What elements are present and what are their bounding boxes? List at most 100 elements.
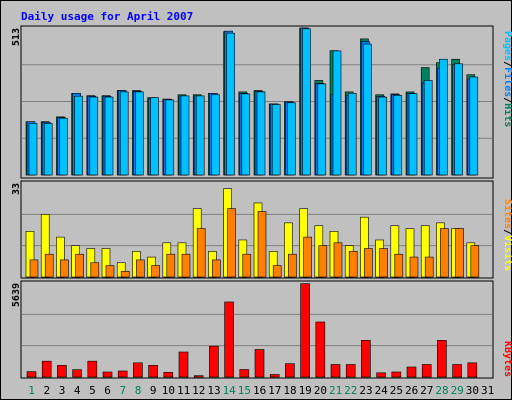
pages-bar [43, 123, 53, 176]
x-tick-label: 22 [344, 384, 357, 397]
sites-bar [227, 208, 236, 278]
pages-bar [211, 94, 220, 176]
bars [25, 27, 480, 378]
x-tick-label: 13 [207, 384, 220, 397]
sites-bar [379, 248, 388, 278]
kbytes-bar [239, 369, 250, 378]
x-tick-label: 15 [238, 384, 251, 397]
legend-kbytes: KBytes [502, 341, 512, 377]
kbytes-bar [330, 364, 341, 378]
top-max-label: 513 [11, 28, 22, 46]
x-tick-label: 21 [329, 384, 342, 397]
x-tick-label: 29 [451, 384, 464, 397]
kbytes-bar [87, 360, 98, 378]
kbytes-bar [57, 365, 67, 378]
sites-bar [181, 253, 191, 278]
kbytes-bar [421, 364, 432, 378]
pages-bar [408, 93, 418, 176]
sites-bar [60, 259, 69, 278]
sites-bar [470, 245, 480, 278]
kbytes-bar [467, 362, 478, 378]
sites-bar [455, 228, 464, 278]
x-tick-label: 27 [420, 384, 433, 397]
chart-title: Daily usage for April 2007 [21, 10, 193, 23]
pages-bar [469, 76, 479, 176]
x-tick-label: 19 [299, 384, 312, 397]
sites-bar [394, 253, 404, 278]
pages-bar [165, 99, 175, 176]
x-tick-label: 10 [162, 384, 175, 397]
kbytes-bar [345, 364, 356, 378]
sites-bar [318, 245, 328, 278]
x-tick-label: 30 [466, 384, 479, 397]
pages-bar [378, 96, 387, 176]
kbytes-bar [193, 375, 204, 378]
kbytes-bar [391, 371, 402, 378]
x-tick-label: 14 [223, 384, 237, 397]
pages-bar [59, 117, 68, 176]
pages-bar [119, 91, 129, 176]
kbytes-bar [285, 363, 295, 378]
sites-bar [288, 253, 297, 278]
legend-middle: Sites/Visits [502, 199, 512, 271]
sites-bar [90, 262, 100, 278]
x-tick-label: 24 [375, 384, 389, 397]
sites-bar [424, 256, 434, 278]
sites-bar [120, 271, 130, 278]
legend-top: Pages/Files/Hits [502, 31, 512, 127]
sites-bar [166, 253, 176, 278]
pages-bar [302, 28, 311, 176]
pages-bar [28, 123, 38, 176]
kbytes-bar [148, 365, 158, 378]
x-tick-label: 8 [135, 384, 142, 397]
sites-bar [333, 242, 343, 278]
x-tick-label: 23 [359, 384, 372, 397]
legend-sites: Sites [502, 199, 512, 229]
x-tick-label: 18 [283, 384, 296, 397]
pages-bar [332, 50, 342, 176]
sites-bar [272, 265, 282, 278]
pages-bar [256, 91, 266, 176]
sites-bar [29, 259, 39, 278]
pages-bar [363, 43, 372, 176]
kbytes-bar [163, 372, 174, 378]
kbytes-bar [102, 371, 113, 378]
kbytes-bar [254, 349, 265, 378]
sites-bar [136, 259, 145, 278]
sites-bar [409, 256, 419, 278]
pages-bar [195, 95, 205, 176]
pages-bar [454, 63, 463, 176]
pages-bar [317, 83, 327, 176]
kbytes-bar [209, 345, 219, 378]
x-tick-label: 2 [43, 384, 50, 397]
pages-bar [241, 93, 251, 176]
legend-files: Files [502, 67, 512, 97]
kbytes-bar [361, 340, 371, 378]
kbytes-bar [178, 351, 189, 378]
sites-bar [75, 253, 84, 278]
x-tick-label: 17 [268, 384, 281, 397]
pages-bar [439, 58, 448, 176]
sites-bar [348, 251, 358, 278]
x-tick-label: 28 [435, 384, 448, 397]
kbytes-bar [315, 321, 326, 378]
kbytes-bar [41, 360, 52, 378]
x-tick-label: 1 [28, 384, 35, 397]
x-tick-label: 12 [192, 384, 205, 397]
legend-pages: Pages [502, 31, 512, 61]
sites-bar [440, 228, 449, 278]
sites-bar [364, 248, 373, 278]
sites-bar [44, 253, 54, 278]
bottom-max-label: 5639 [11, 283, 22, 307]
pages-bar [287, 102, 296, 176]
pages-bar [347, 93, 357, 176]
pages-bar [271, 104, 281, 176]
x-tick-label: 25 [390, 384, 403, 397]
pages-bar [135, 91, 144, 176]
x-tick-label: 4 [74, 384, 81, 397]
x-tick-labels: 1 2 3 4 5 6 7 8 9 10 11 12 13 14 15 16 17 18 19 20 21 22 23 24 2… [28, 384, 494, 397]
middle-max-label: 33 [11, 183, 22, 195]
kbytes-bar [406, 366, 417, 378]
